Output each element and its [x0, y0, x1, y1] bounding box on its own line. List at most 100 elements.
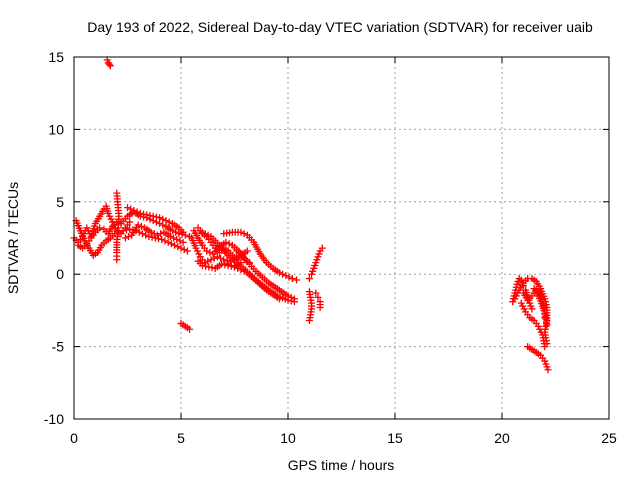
series-post-11h-side — [312, 289, 324, 312]
series-late-c — [517, 299, 549, 351]
data-point — [125, 233, 133, 241]
data-point — [126, 218, 134, 226]
data-point — [113, 256, 121, 264]
data-point — [210, 254, 218, 262]
data-point — [285, 273, 293, 281]
series-post-11h-up — [305, 244, 326, 283]
data-point — [202, 262, 210, 270]
data-point — [223, 256, 231, 264]
series-post-11h-down — [305, 288, 316, 325]
data-point — [314, 293, 322, 301]
data-point — [186, 325, 194, 333]
data-point — [121, 234, 129, 242]
y-tick-label: -5 — [52, 339, 65, 355]
x-axis-label: GPS time / hours — [288, 457, 395, 473]
data-point — [316, 304, 324, 312]
data-point — [213, 253, 221, 261]
data-point — [153, 231, 161, 239]
y-tick-label: -10 — [44, 411, 64, 427]
series-short-5h — [177, 319, 194, 333]
data-point — [183, 247, 191, 255]
data-point — [287, 293, 295, 301]
data-point — [122, 226, 130, 234]
data-point — [140, 210, 148, 218]
data-point — [136, 209, 144, 217]
series-arc-3to5-d — [121, 221, 187, 246]
data-point — [138, 230, 146, 238]
plot-frame — [73, 56, 610, 420]
data-point — [158, 235, 166, 243]
series-spike — [103, 56, 114, 70]
x-tick-label: 25 — [601, 430, 617, 446]
data-point — [159, 215, 167, 223]
data-point — [143, 211, 151, 219]
data-point — [155, 235, 163, 243]
y-axis-ticks: -10 -5 0 5 10 15 — [44, 49, 609, 427]
series-late-e — [530, 285, 551, 329]
data-point — [543, 321, 551, 329]
data-point — [205, 263, 213, 271]
data-point — [148, 233, 156, 241]
data-point — [119, 227, 127, 235]
data-point — [150, 230, 158, 238]
y-tick-label: 15 — [48, 49, 64, 65]
data-point — [293, 276, 301, 284]
data-point — [164, 238, 172, 246]
data-point — [237, 228, 245, 236]
data-point — [179, 238, 187, 246]
data-point — [224, 260, 232, 268]
data-point — [217, 254, 225, 262]
data-point — [137, 222, 145, 230]
series-late-tail — [524, 343, 552, 374]
data-point — [142, 231, 150, 239]
series-trace-early-3 — [74, 218, 121, 252]
data-point — [198, 262, 206, 270]
data-point — [206, 248, 214, 256]
x-tick-label: 10 — [280, 430, 296, 446]
series-arc-3to5-c — [124, 204, 187, 236]
data-point — [176, 237, 184, 245]
chart-title: Day 193 of 2022, Sidereal Day-to-day VTE… — [87, 19, 593, 35]
data-point — [528, 305, 536, 313]
data-point — [130, 206, 138, 214]
data-point — [240, 230, 248, 238]
series-mid-f — [220, 228, 301, 284]
data-point — [170, 234, 178, 242]
data-point — [305, 317, 313, 325]
data-point — [126, 225, 134, 233]
data-point — [172, 228, 180, 236]
x-tick-label: 5 — [177, 430, 185, 446]
data-point — [207, 256, 215, 264]
data-point — [166, 233, 174, 241]
data-point — [105, 60, 113, 68]
data-point — [162, 217, 170, 225]
y-tick-label: 5 — [56, 194, 64, 210]
data-point — [127, 205, 135, 213]
data-point — [240, 267, 248, 275]
data-point — [282, 272, 290, 280]
data-point — [134, 221, 142, 229]
data-point — [146, 212, 154, 220]
data-point — [179, 228, 187, 236]
x-tick-label: 20 — [494, 430, 510, 446]
data-point — [227, 262, 235, 270]
data-point — [312, 289, 320, 297]
data-point — [318, 244, 326, 252]
data-point — [168, 227, 176, 235]
data-point — [541, 343, 549, 351]
data-point — [180, 246, 188, 254]
data-point — [167, 240, 175, 248]
data-point — [221, 261, 229, 269]
data-point — [288, 275, 296, 283]
data-point — [222, 238, 230, 246]
data-point — [231, 263, 238, 271]
data-point — [96, 224, 104, 232]
y-tick-label: 0 — [56, 266, 64, 282]
data-point — [204, 257, 212, 265]
data-point — [135, 228, 143, 236]
data-point — [208, 264, 216, 272]
data-point — [237, 266, 245, 274]
data-point — [275, 295, 283, 303]
x-axis-ticks: 0 5 10 15 20 25 — [70, 57, 617, 446]
